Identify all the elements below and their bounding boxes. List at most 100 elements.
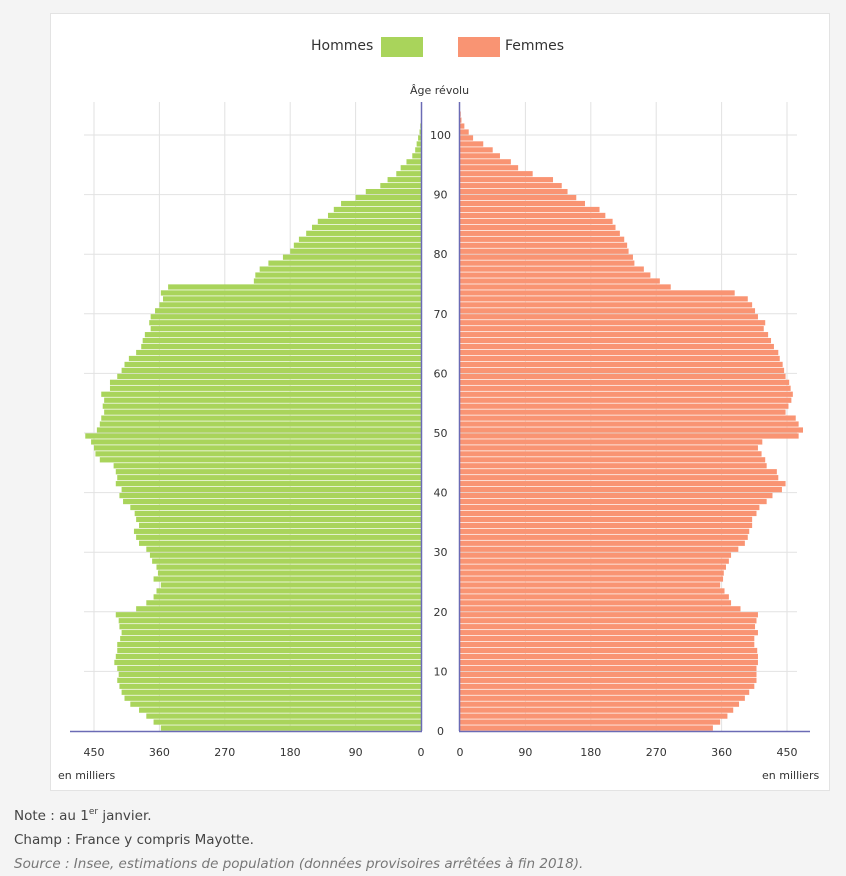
- bar-hommes-age-81: [293, 242, 421, 248]
- bar-hommes-age-50: [96, 427, 422, 433]
- bar-femmes-age-31: [460, 540, 745, 546]
- bars: [85, 111, 804, 731]
- bar-hommes-age-18: [118, 618, 421, 624]
- bar-femmes-age-69: [460, 314, 758, 320]
- bar-femmes-age-85: [460, 218, 613, 225]
- bar-femmes-age-68: [460, 320, 766, 326]
- bar-femmes-age-87: [460, 206, 600, 213]
- bar-femmes-age-63: [460, 349, 779, 356]
- bar-hommes-age-32: [136, 534, 421, 540]
- bar-hommes-age-63: [136, 349, 421, 356]
- axes: [70, 102, 810, 733]
- bar-femmes-age-80: [460, 248, 629, 254]
- bar-hommes-age-96: [412, 153, 421, 159]
- bar-femmes-age-36: [460, 510, 757, 517]
- bar-femmes-age-78: [460, 260, 635, 266]
- bar-femmes-age-26: [460, 570, 724, 576]
- bar-hommes-age-9: [118, 671, 421, 678]
- bar-hommes-age-25: [153, 576, 421, 582]
- bar-hommes-age-19: [115, 612, 421, 618]
- bar-hommes-age-89: [355, 194, 421, 201]
- x-tick-right-450: 450: [777, 746, 798, 759]
- bar-hommes-age-79: [282, 254, 421, 260]
- bar-femmes-age-92: [460, 177, 554, 183]
- y-tick-0: 0: [437, 725, 444, 738]
- bar-hommes-age-12: [115, 653, 421, 660]
- bar-femmes-age-55: [460, 397, 792, 403]
- bar-femmes-age-101: [460, 123, 465, 129]
- bar-hommes-age-69: [150, 314, 421, 320]
- bar-hommes-age-86: [327, 212, 421, 219]
- bar-hommes-age-6: [121, 689, 421, 695]
- bar-femmes-age-2: [460, 713, 728, 719]
- bar-femmes-age-100: [460, 129, 469, 135]
- bar-hommes-age-34: [139, 522, 421, 529]
- bar-femmes-age-11: [460, 659, 758, 666]
- bar-hommes-age-48: [91, 439, 422, 445]
- bar-hommes-age-70: [155, 308, 421, 314]
- bar-femmes-age-94: [460, 165, 519, 171]
- bar-hommes-age-1: [153, 719, 421, 725]
- bar-femmes-age-71: [460, 302, 753, 308]
- bar-hommes-age-94: [400, 165, 421, 171]
- bar-hommes-age-17: [119, 624, 422, 630]
- bar-femmes-age-40: [460, 486, 782, 493]
- y-tick-10: 10: [434, 665, 448, 678]
- bar-femmes-age-84: [460, 224, 616, 231]
- bar-femmes-age-70: [460, 308, 756, 314]
- bar-femmes-age-5: [460, 695, 745, 701]
- bar-hommes-age-38: [123, 498, 421, 505]
- bar-hommes-age-10: [117, 665, 421, 672]
- bar-hommes-age-90: [365, 188, 421, 195]
- bar-hommes-age-80: [290, 248, 421, 254]
- bar-hommes-age-45: [99, 457, 422, 463]
- bar-hommes-age-77: [259, 266, 421, 272]
- bar-femmes-age-44: [460, 463, 767, 469]
- bar-hommes-age-66: [144, 332, 421, 338]
- x-tick-right-90: 90: [518, 746, 532, 759]
- bar-hommes-age-58: [109, 379, 421, 385]
- x-tick-left-0: 0: [418, 746, 425, 759]
- bar-femmes-age-45: [460, 457, 766, 463]
- note-line: Note : au 1er janvier.: [14, 804, 583, 828]
- bar-hommes-age-99: [418, 135, 421, 141]
- bar-femmes-age-27: [460, 564, 726, 570]
- bar-hommes-age-52: [101, 415, 421, 421]
- bar-femmes-age-15: [460, 635, 755, 642]
- bar-femmes-age-103: [460, 111, 461, 117]
- bar-hommes-age-33: [133, 528, 422, 534]
- y-tick-20: 20: [434, 606, 448, 619]
- bar-hommes-age-29: [149, 552, 421, 558]
- bar-hommes-age-8: [117, 677, 421, 683]
- bar-femmes-age-60: [460, 367, 785, 374]
- y-tick-40: 40: [434, 487, 448, 500]
- bar-femmes-age-75: [460, 278, 660, 284]
- bar-femmes-age-16: [460, 630, 758, 636]
- note-superscript: er: [88, 807, 99, 817]
- bar-femmes-age-73: [460, 290, 735, 296]
- bar-hommes-age-13: [117, 647, 421, 654]
- bar-hommes-age-4: [130, 701, 421, 707]
- bar-hommes-age-35: [136, 516, 421, 523]
- bar-hommes-age-27: [156, 564, 421, 570]
- bar-hommes-age-75: [253, 278, 421, 284]
- bar-hommes-age-85: [317, 218, 421, 225]
- bar-femmes-age-52: [460, 415, 796, 421]
- bar-femmes-age-95: [460, 159, 511, 165]
- bar-hommes-age-61: [124, 361, 421, 368]
- bar-hommes-age-71: [159, 302, 421, 308]
- x-tick-left-180: 180: [280, 746, 301, 759]
- bar-hommes-age-23: [156, 588, 421, 594]
- bar-femmes-age-39: [460, 492, 773, 499]
- bar-hommes-age-5: [124, 695, 421, 701]
- bar-femmes-age-22: [460, 594, 729, 600]
- bar-femmes-age-49: [460, 433, 799, 439]
- bar-femmes-age-67: [460, 326, 764, 332]
- bar-femmes-age-25: [460, 576, 724, 582]
- bar-femmes-age-61: [460, 361, 783, 368]
- bar-femmes-age-59: [460, 373, 786, 380]
- bar-femmes-age-47: [460, 445, 758, 451]
- bar-femmes-age-35: [460, 516, 753, 523]
- bar-femmes-age-28: [460, 558, 729, 564]
